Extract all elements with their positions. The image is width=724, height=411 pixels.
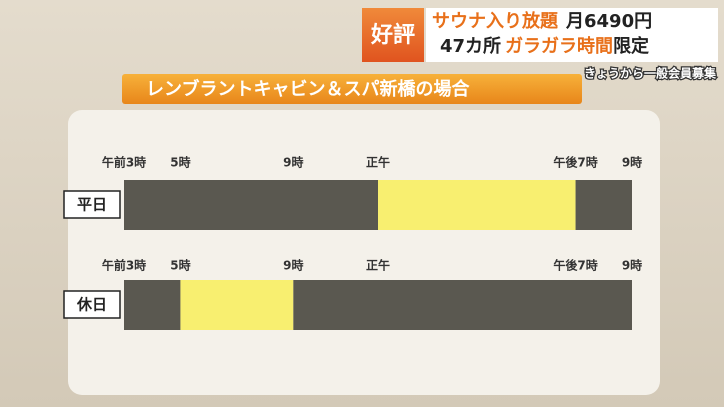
segment: [575, 180, 632, 230]
tick-label: 9時: [622, 258, 642, 273]
header-text: 限定: [613, 35, 649, 57]
title-banner: [122, 74, 582, 104]
tick-label: 9時: [622, 155, 642, 170]
row-label-box: [63, 290, 121, 319]
header-line: 47カ所 ガラガラ時間限定: [440, 35, 649, 57]
header-note: きょうから一般会員募集: [584, 66, 717, 81]
segment: [124, 280, 181, 330]
badge-box: [362, 8, 424, 62]
header-line: サウナ入り放題 月6490円: [432, 10, 652, 32]
row-label: 平日: [77, 196, 107, 214]
tick-label: 午後7時: [553, 155, 597, 170]
header-text: 47カ所: [440, 36, 501, 57]
tick-label: 9時: [283, 155, 303, 170]
badge: 好評: [370, 22, 415, 48]
row-label: 休日: [76, 296, 107, 314]
tick-label: 午前3時: [102, 155, 146, 170]
tick-label: 9時: [283, 258, 303, 273]
tick-label: 正午: [366, 258, 390, 273]
header-text: サウナ入り放題: [432, 10, 559, 32]
tick-label: 正午: [366, 155, 390, 170]
tick-label: 午前3時: [102, 258, 146, 273]
tick-label: 5時: [170, 155, 190, 170]
segment: [180, 280, 294, 330]
segment: [378, 180, 576, 230]
segment: [124, 180, 378, 230]
tick-label: 5時: [170, 258, 190, 273]
panel: [68, 110, 660, 395]
tick-label: 午後7時: [553, 258, 597, 273]
row-label-box: [63, 190, 121, 219]
segment: [293, 280, 632, 330]
title: レンブラントキャビン＆スパ新橋の場合: [146, 78, 470, 100]
header-text: 月6490円: [565, 11, 652, 32]
header-text: ガラガラ時間: [505, 36, 613, 57]
header-box: [426, 8, 718, 62]
